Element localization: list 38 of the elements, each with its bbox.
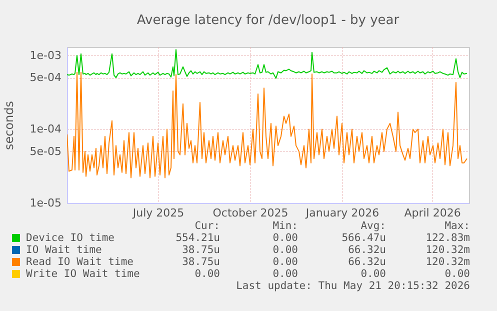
line-series: [67, 49, 468, 79]
text: 38.75u: [182, 244, 220, 256]
legend-label: Write IO Wait time: [26, 268, 140, 280]
text: 66.32u: [348, 244, 386, 256]
y-tick-label: 5e-04: [30, 71, 62, 84]
text: Last update: Thu May 21 20:15:32 2026: [236, 280, 470, 292]
text: 554.21u: [176, 232, 220, 244]
text: 122.83m: [426, 232, 470, 244]
text: 0.00: [272, 268, 298, 280]
text: 38.75u: [182, 256, 220, 268]
y-tick-label: 1e-05: [30, 196, 62, 210]
y-axis-title: seconds: [2, 100, 16, 150]
text: 0.00: [272, 244, 298, 256]
text: Avg:: [360, 220, 386, 232]
text: 566.47u: [342, 232, 386, 244]
line-series: [67, 72, 468, 178]
y-tick-label: 1e-03: [30, 48, 62, 62]
text: 0.00: [360, 268, 386, 280]
text: 0.00: [272, 256, 298, 268]
text: 66.32u: [348, 256, 386, 268]
x-tick-label: July 2025: [132, 206, 184, 220]
y-tick-label: 5e-05: [30, 144, 62, 158]
text: 120.32m: [426, 244, 470, 256]
text: 0.00: [194, 268, 220, 280]
text: Max:: [444, 220, 470, 232]
y-tick-label: 1e-04: [30, 122, 62, 136]
text: 120.32m: [426, 256, 470, 268]
text: Cur:: [194, 220, 220, 232]
chart-title: Average latency for /dev/loop1 - by year: [136, 13, 400, 28]
legend-label: Read IO Wait time: [26, 256, 134, 268]
text: 0.00: [272, 232, 298, 244]
legend-label: IO Wait time: [26, 244, 102, 256]
text: Min:: [272, 220, 298, 232]
legend-label: Device IO time: [26, 232, 115, 244]
x-tick-label: April 2026: [404, 206, 461, 220]
text: 0.00: [444, 268, 470, 280]
x-tick-label: October 2025: [212, 206, 288, 220]
x-tick-label: January 2026: [304, 206, 380, 220]
